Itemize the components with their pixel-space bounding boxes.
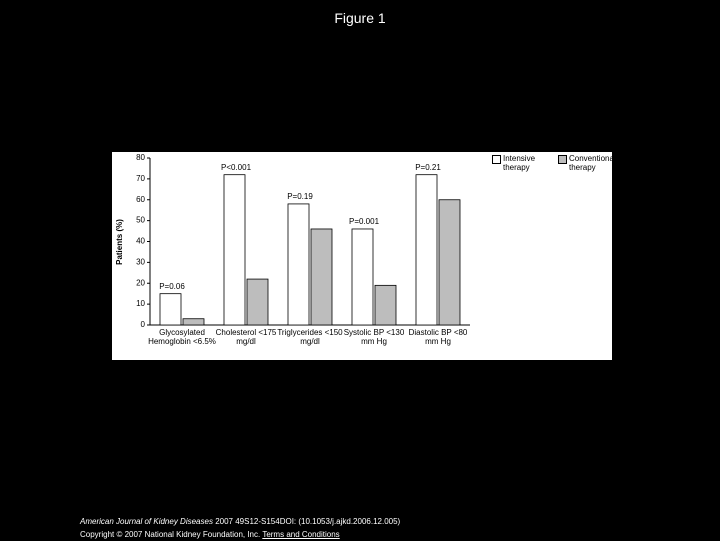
copyright: Copyright © 2007 National Kidney Foundat… [80, 530, 261, 539]
bar [287, 203, 310, 326]
copyright-line: Copyright © 2007 National Kidney Foundat… [80, 528, 400, 541]
bar [438, 199, 461, 326]
legend-label: Intensive therapy [503, 154, 536, 172]
bar [223, 174, 246, 326]
legend-swatch [492, 155, 501, 164]
y-tick-label: 20 [136, 278, 145, 287]
annotation: P<0.001 [221, 163, 252, 172]
bar [246, 278, 269, 326]
y-tick-label: 10 [136, 299, 145, 308]
y-axis-label: Patients (%) [115, 219, 124, 265]
journal: American Journal of Kidney Diseases [80, 517, 213, 526]
bar [415, 174, 438, 326]
terms-link[interactable]: Terms and Conditions [262, 530, 340, 539]
annotation: P=0.19 [287, 192, 313, 201]
legend-label: Conventional therapy [569, 154, 616, 172]
x-tick-label: Triglycerides <150 mg/dl [277, 328, 343, 346]
y-tick-label: 80 [136, 153, 145, 162]
chart-svg: Patients (%) 0 10 20 30 40 50 60 70 80 P=0.06 P<0.… [115, 153, 470, 329]
x-tick-label: Diastolic BP <80 mm Hg [408, 328, 468, 346]
y-tick-label: 70 [136, 174, 145, 183]
y-tick-label: 50 [136, 216, 145, 225]
annotation: P=0.06 [159, 282, 185, 291]
legend-swatch [558, 155, 567, 164]
annotation: P=0.21 [415, 163, 441, 172]
y-tick-label: 30 [136, 257, 145, 266]
citation: 2007 49S12-S154DOI: (10.1053/j.ajkd.2006… [215, 517, 401, 526]
citation-line: American Journal of Kidney Diseases 2007… [80, 515, 400, 528]
y-tick-label: 40 [136, 237, 145, 246]
x-tick-label: Cholesterol <175 mg/dl [215, 328, 277, 346]
bar [182, 318, 205, 326]
y-tick-label: 60 [136, 195, 145, 204]
bar [310, 228, 333, 326]
y-tick-label: 0 [141, 320, 146, 329]
title: Figure 1 [334, 10, 386, 26]
bar [351, 228, 374, 326]
bar [159, 293, 182, 326]
x-tick-label: Systolic BP <130 mm Hg [343, 328, 405, 346]
annotation: P=0.001 [349, 217, 380, 226]
chart: Patients (%) 0 10 20 30 40 50 60 70 80 P=0.06 P<0.… [112, 152, 616, 360]
x-tick-label: Glycosylated Hemoglobin <6.5% [148, 328, 216, 346]
footer: American Journal of Kidney Diseases 2007… [80, 515, 400, 541]
bar [374, 284, 397, 326]
